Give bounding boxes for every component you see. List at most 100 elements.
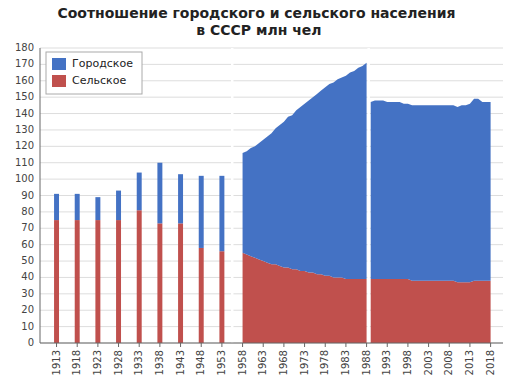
y-tick-label: 110: [15, 157, 34, 168]
x-tick-label: 2003: [423, 350, 434, 375]
y-tick-label: 170: [15, 58, 34, 69]
bar: [219, 251, 224, 343]
x-tick-label: 1973: [299, 350, 310, 375]
y-tick-label: 120: [15, 140, 34, 151]
title: Соотношение городского и сельского насел…: [57, 5, 455, 38]
x-tick: [387, 343, 388, 347]
y-tick-label: 100: [15, 173, 34, 184]
y-tick-label: 0: [28, 337, 34, 348]
x-tick-label: 1918: [71, 350, 82, 375]
x-tick-label: 1988: [361, 350, 372, 375]
y-tick-label: 60: [21, 239, 34, 250]
y-tick-label: 30: [21, 288, 34, 299]
bar: [137, 173, 142, 211]
x-tick-label: 2018: [485, 350, 496, 375]
y-axis: 0102030405060708090100110120130140150160…: [15, 42, 34, 348]
area: [243, 63, 367, 279]
legend-swatch: [52, 75, 66, 87]
y-tick-label: 40: [21, 271, 34, 282]
x-tick: [97, 343, 98, 347]
y-tick-label: 50: [21, 255, 34, 266]
legend: ГородскоеСельское: [46, 52, 142, 94]
y-tick-label: 130: [15, 124, 34, 135]
bar: [95, 220, 100, 343]
bar: [157, 163, 162, 224]
x-tick-label: 1928: [113, 350, 124, 375]
x-tick-label: 2008: [443, 350, 454, 375]
x-tick: [304, 343, 305, 347]
x-tick-label: 1968: [278, 350, 289, 375]
bar: [219, 176, 224, 251]
x-tick-label: 1913: [51, 350, 62, 375]
y-axis-line: [40, 48, 41, 343]
y-tick-label: 80: [21, 206, 34, 217]
title-line: в СССР млн чел: [191, 22, 321, 38]
chart: Соотношение городского и сельского насел…: [0, 0, 513, 383]
y-tick-label: 160: [15, 75, 34, 86]
x-axis-line: [40, 343, 503, 344]
x-tick: [345, 343, 346, 347]
bar: [199, 176, 204, 248]
bar: [116, 220, 121, 343]
bar: [75, 220, 80, 343]
x-tick: [449, 343, 450, 347]
grid-line: [40, 97, 503, 98]
x-axis: 1913 1918 1923 1928 1933 1938 1943 1948 1953 1958…: [51, 343, 496, 375]
x-tick: [366, 343, 367, 347]
x-tick-label: 1978: [319, 350, 330, 375]
y-tick-label: 140: [15, 108, 34, 119]
title-line: Соотношение городского и сельского насел…: [57, 5, 455, 21]
x-tick-label: 1993: [381, 350, 392, 375]
x-tick-label: 1963: [257, 350, 268, 375]
grid-line: [40, 48, 503, 49]
x-tick-label: 1983: [340, 350, 351, 375]
area: [371, 279, 491, 343]
bar: [137, 210, 142, 343]
bar: [116, 191, 121, 221]
x-tick: [221, 343, 222, 347]
y-tick-label: 180: [15, 42, 34, 53]
x-tick-label: 1923: [92, 350, 103, 375]
x-tick-label: 1958: [237, 350, 248, 375]
y-tick-label: 150: [15, 91, 34, 102]
x-tick: [201, 343, 202, 347]
x-tick-label: 1933: [133, 350, 144, 375]
section-separator: [367, 48, 370, 343]
x-tick-label: 1998: [402, 350, 413, 375]
x-tick-label: 1938: [154, 350, 165, 375]
legend-label: Сельское: [72, 74, 126, 87]
bar: [199, 248, 204, 343]
x-tick: [159, 343, 160, 347]
bar: [54, 220, 59, 343]
x-tick-label: 1948: [195, 350, 206, 375]
x-tick: [242, 343, 243, 347]
area: [371, 99, 491, 283]
bar: [75, 194, 80, 220]
x-tick: [263, 343, 264, 347]
grid-line: [40, 343, 503, 344]
x-tick: [56, 343, 57, 347]
bar: [178, 174, 183, 223]
y-tick-label: 70: [21, 222, 34, 233]
legend-box: [46, 52, 142, 94]
x-tick: [283, 343, 284, 347]
grid: [40, 48, 503, 343]
x-tick-label: 1953: [216, 350, 227, 375]
x-tick: [407, 343, 408, 347]
x-tick-label: 2013: [464, 350, 475, 375]
legend-swatch: [52, 58, 66, 70]
bar: [178, 223, 183, 343]
x-tick: [490, 343, 491, 347]
x-tick: [469, 343, 470, 347]
x-tick: [180, 343, 181, 347]
bar: [157, 223, 162, 343]
section-separator: [231, 48, 234, 343]
x-tick: [118, 343, 119, 347]
x-tick: [77, 343, 78, 347]
bar: [95, 197, 100, 220]
x-tick: [139, 343, 140, 347]
y-tick-label: 20: [21, 304, 34, 315]
bar: [54, 194, 59, 220]
x-tick: [428, 343, 429, 347]
x-tick-label: 1943: [175, 350, 186, 375]
